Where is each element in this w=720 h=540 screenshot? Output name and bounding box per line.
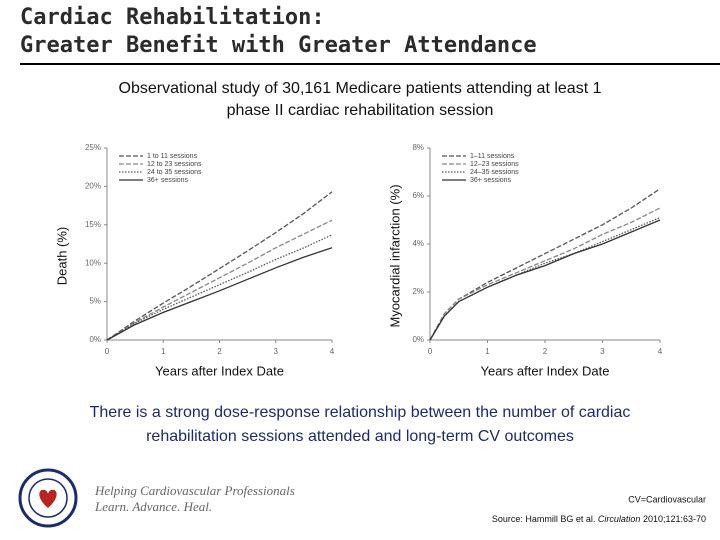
y-tick-label: 10% bbox=[85, 258, 101, 267]
legend-label: 24 to 35 sessions bbox=[147, 169, 202, 176]
x-tick-label: 3 bbox=[600, 347, 605, 356]
legend-label: 24–35 sessions bbox=[470, 169, 519, 176]
y-axis-label: Myocardial infarction (%) bbox=[387, 184, 402, 327]
x-axis-label: Years after Index Date bbox=[155, 363, 284, 378]
y-tick-label: 5% bbox=[89, 297, 101, 306]
y-tick-label: 25% bbox=[85, 143, 101, 152]
logo-heart bbox=[39, 489, 57, 508]
series-line bbox=[106, 191, 333, 341]
series-line bbox=[429, 188, 661, 341]
legend-label: 1 to 11 sessions bbox=[147, 153, 198, 160]
x-tick-label: 4 bbox=[330, 347, 335, 356]
x-tick-label: 0 bbox=[105, 347, 110, 356]
x-axis-label: Years after Index Date bbox=[481, 363, 610, 378]
slide-title: Greater Benefit with Greater Attendance bbox=[20, 33, 537, 58]
y-tick-label: 15% bbox=[85, 220, 101, 229]
y-tick-label: 0% bbox=[89, 335, 101, 344]
logo bbox=[18, 468, 78, 528]
source-prefix: Source: Hammill BG et al. bbox=[492, 514, 596, 524]
legend-label: 1–11 sessions bbox=[470, 153, 515, 160]
subtitle: Observational study of 30,161 Medicare p… bbox=[119, 80, 602, 97]
series-line bbox=[429, 217, 661, 341]
x-tick-label: 3 bbox=[274, 347, 279, 356]
y-tick-label: 8% bbox=[412, 143, 424, 152]
series-line bbox=[429, 219, 661, 341]
legend-label: 36+ sessions bbox=[147, 177, 189, 184]
y-tick-label: 2% bbox=[412, 287, 424, 296]
legend-label: 12–23 sessions bbox=[470, 161, 519, 168]
y-tick-label: 4% bbox=[412, 239, 424, 248]
source-journal: Circulation bbox=[598, 514, 641, 524]
legend-label: 12 to 23 sessions bbox=[147, 161, 202, 168]
subtitle: phase II cardiac rehabilitation session bbox=[227, 102, 494, 119]
conclusion: rehabilitation sessions attended and lon… bbox=[146, 428, 574, 445]
series-line bbox=[106, 219, 333, 341]
x-tick-label: 2 bbox=[217, 347, 222, 356]
footnote: CV=Cardiovascular bbox=[628, 494, 706, 504]
y-axis-label: Death (%) bbox=[54, 227, 69, 286]
legend-label: 36+ sessions bbox=[470, 177, 512, 184]
x-tick-label: 1 bbox=[485, 347, 490, 356]
source-citation: 2010;121:63-70 bbox=[643, 514, 706, 524]
y-tick-label: 6% bbox=[412, 191, 424, 200]
series-line bbox=[106, 234, 333, 341]
series-line bbox=[106, 247, 333, 341]
x-tick-label: 2 bbox=[543, 347, 548, 356]
y-tick-label: 20% bbox=[85, 182, 101, 191]
x-tick-label: 0 bbox=[428, 347, 433, 356]
logo-seal bbox=[28, 478, 68, 518]
logo-text: Learn. Advance. Heal. bbox=[94, 499, 212, 514]
conclusion: There is a strong dose-response relation… bbox=[90, 404, 631, 421]
x-tick-label: 1 bbox=[161, 347, 166, 356]
series-line bbox=[429, 207, 661, 341]
y-tick-label: 0% bbox=[412, 335, 424, 344]
logo-text: Helping Cardiovascular Professionals bbox=[94, 483, 295, 498]
slide-title: Cardiac Rehabilitation: bbox=[20, 5, 325, 30]
x-tick-label: 4 bbox=[658, 347, 663, 356]
source: Source: Hammill BG et al. Circulation 20… bbox=[492, 514, 706, 524]
